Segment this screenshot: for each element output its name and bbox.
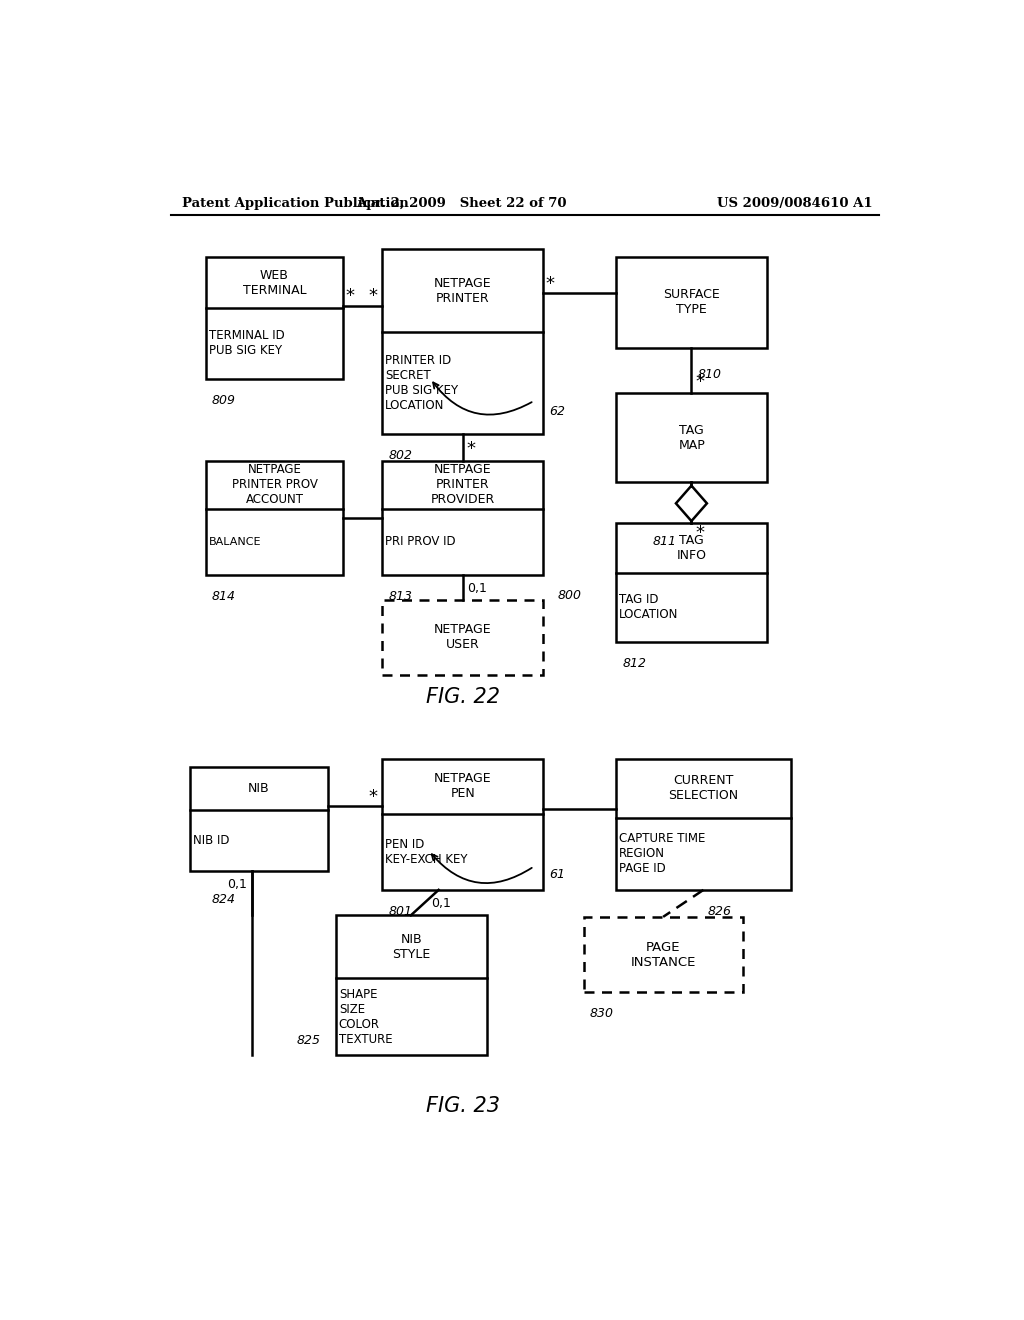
Bar xyxy=(382,759,544,890)
Text: TAG ID
LOCATION: TAG ID LOCATION xyxy=(620,594,679,622)
Text: *: * xyxy=(467,441,476,458)
Text: NETPAGE
PRINTER PROV
ACCOUNT: NETPAGE PRINTER PROV ACCOUNT xyxy=(231,463,317,507)
Text: NETPAGE
PRINTER: NETPAGE PRINTER xyxy=(434,277,492,305)
Bar xyxy=(382,599,544,675)
Text: *: * xyxy=(346,288,354,305)
Text: NETPAGE
USER: NETPAGE USER xyxy=(434,623,492,651)
Text: CAPTURE TIME
REGION
PAGE ID: CAPTURE TIME REGION PAGE ID xyxy=(620,833,706,875)
Text: *: * xyxy=(695,524,705,541)
Text: Apr. 2, 2009   Sheet 22 of 70: Apr. 2, 2009 Sheet 22 of 70 xyxy=(356,197,566,210)
Text: 826: 826 xyxy=(708,906,731,917)
Text: 830: 830 xyxy=(590,1007,614,1020)
Text: PEN ID
KEY-EXCH KEY: PEN ID KEY-EXCH KEY xyxy=(385,838,468,866)
Text: 800: 800 xyxy=(557,589,582,602)
Text: 810: 810 xyxy=(697,368,722,381)
Bar xyxy=(584,917,742,993)
Text: 811: 811 xyxy=(652,536,677,548)
Text: FIG. 22: FIG. 22 xyxy=(426,688,500,708)
Bar xyxy=(616,393,767,482)
Text: BALANCE: BALANCE xyxy=(209,537,261,546)
Text: 825: 825 xyxy=(297,1034,321,1047)
Text: 0,1: 0,1 xyxy=(227,878,247,891)
Text: *: * xyxy=(546,275,555,293)
Bar xyxy=(616,257,767,348)
Text: *: * xyxy=(369,288,377,305)
Text: NIB
STYLE: NIB STYLE xyxy=(392,933,430,961)
Text: NETPAGE
PEN: NETPAGE PEN xyxy=(434,772,492,800)
Text: *: * xyxy=(369,788,377,807)
Bar xyxy=(616,523,767,642)
Text: Patent Application Publication: Patent Application Publication xyxy=(182,197,409,210)
Text: WEB
TERMINAL: WEB TERMINAL xyxy=(243,268,306,297)
Text: PRINTER ID
SECRET
PUB SIG KEY
LOCATION: PRINTER ID SECRET PUB SIG KEY LOCATION xyxy=(385,354,459,412)
Bar xyxy=(616,759,791,890)
Text: *: * xyxy=(695,372,705,391)
Text: 813: 813 xyxy=(388,590,413,603)
Text: SHAPE
SIZE
COLOR
TEXTURE: SHAPE SIZE COLOR TEXTURE xyxy=(339,987,392,1045)
Text: PRI PROV ID: PRI PROV ID xyxy=(385,536,456,548)
Text: SURFACE
TYPE: SURFACE TYPE xyxy=(664,288,720,317)
Text: FIG. 23: FIG. 23 xyxy=(426,1096,500,1115)
Text: NIB ID: NIB ID xyxy=(194,834,229,847)
Text: TERMINAL ID
PUB SIG KEY: TERMINAL ID PUB SIG KEY xyxy=(209,329,285,358)
Text: 809: 809 xyxy=(212,393,236,407)
Text: 824: 824 xyxy=(212,894,236,907)
Text: 0,1: 0,1 xyxy=(431,898,451,911)
Text: 814: 814 xyxy=(212,590,236,603)
Bar xyxy=(206,461,343,576)
Bar xyxy=(336,915,486,1056)
Bar xyxy=(382,461,544,576)
Text: 62: 62 xyxy=(550,405,565,418)
Text: PAGE
INSTANCE: PAGE INSTANCE xyxy=(631,941,696,969)
Text: 61: 61 xyxy=(550,867,565,880)
Bar xyxy=(382,249,544,434)
Text: 0,1: 0,1 xyxy=(467,582,486,595)
Text: TAG
MAP: TAG MAP xyxy=(679,424,706,451)
Text: 802: 802 xyxy=(388,449,413,462)
Text: US 2009/0084610 A1: US 2009/0084610 A1 xyxy=(717,197,872,210)
Text: 812: 812 xyxy=(623,657,646,671)
Text: CURRENT
SELECTION: CURRENT SELECTION xyxy=(669,775,738,803)
Text: TAG
INFO: TAG INFO xyxy=(677,533,707,562)
Text: 801: 801 xyxy=(388,906,413,917)
Bar xyxy=(190,767,328,871)
Bar xyxy=(206,257,343,379)
Text: NIB: NIB xyxy=(248,781,269,795)
Text: NETPAGE
PRINTER
PROVIDER: NETPAGE PRINTER PROVIDER xyxy=(431,463,495,507)
